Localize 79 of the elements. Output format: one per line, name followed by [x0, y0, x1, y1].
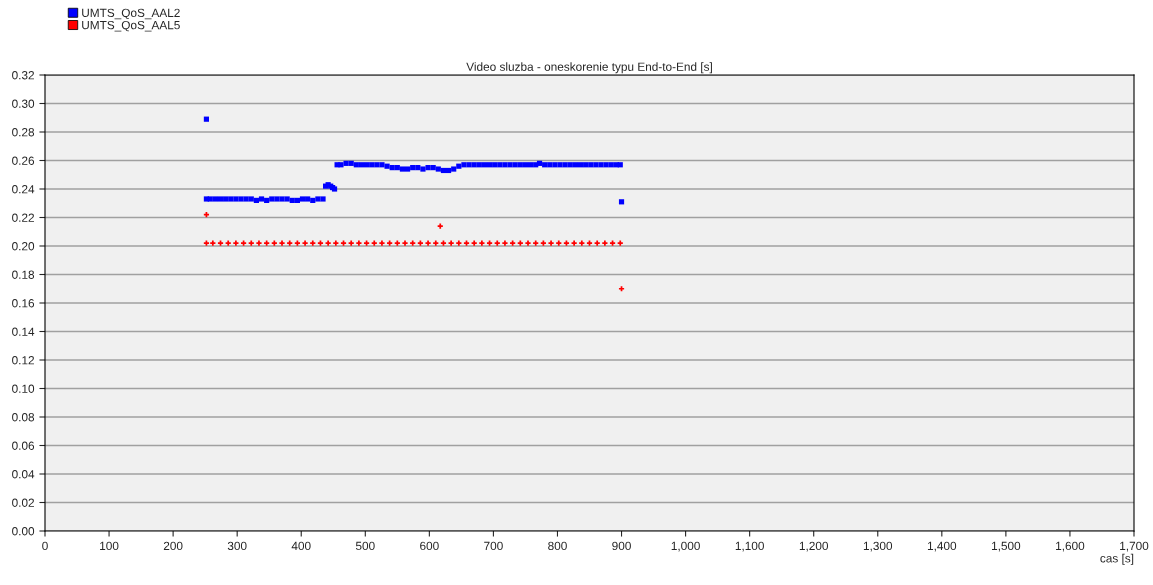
- point: [333, 240, 339, 246]
- x-tick-label: 200: [163, 541, 183, 551]
- x-tick-label: 1,200: [799, 541, 829, 552]
- point: [264, 240, 270, 246]
- point: [410, 240, 416, 246]
- x-tick-label: 1,000: [671, 541, 700, 552]
- y-tick-label: 0.16: [12, 299, 35, 308]
- x-tick-label: 1,700: [1120, 541, 1149, 552]
- y-tick-label: 0.26: [12, 156, 35, 165]
- point: [471, 240, 477, 246]
- point: [279, 240, 285, 246]
- x-tick-label: 1,600: [1056, 541, 1085, 552]
- y-tick-label: 0.28: [12, 128, 35, 137]
- point: [348, 240, 354, 246]
- point: [525, 240, 531, 246]
- point: [210, 240, 216, 246]
- x-tick-label: 800: [548, 541, 567, 551]
- y-tick-label: 0.02: [12, 498, 34, 507]
- x-tick-label: 1,300: [863, 541, 893, 552]
- point: [302, 240, 308, 246]
- x-tick-label: 400: [291, 541, 311, 551]
- x-tick-label: 1,500: [992, 541, 1021, 552]
- point: [494, 240, 500, 246]
- point: [287, 240, 293, 246]
- point: [325, 240, 331, 246]
- point: [502, 240, 508, 246]
- point: [602, 240, 608, 246]
- point: [533, 240, 539, 246]
- y-tick-label: 0.24: [12, 185, 35, 194]
- x-tick-label: 1,100: [735, 541, 764, 552]
- x-tick-label: 700: [484, 541, 503, 551]
- point: [394, 240, 400, 246]
- y-tick-label: 0.22: [12, 213, 34, 222]
- x-tick-label: 600: [420, 541, 439, 551]
- point: [248, 240, 254, 246]
- point: [617, 240, 623, 246]
- y-tick-label: 0.10: [12, 384, 35, 393]
- point: [556, 240, 562, 246]
- y-tick-label: 0.30: [12, 99, 35, 108]
- point: [371, 240, 377, 246]
- point: [437, 223, 443, 229]
- point: [402, 240, 408, 246]
- y-tick-label: 0.12: [12, 356, 34, 365]
- point: [479, 240, 485, 246]
- point: [571, 240, 577, 246]
- point: [233, 240, 239, 246]
- point: [456, 240, 462, 246]
- point: [548, 240, 554, 246]
- point: [256, 240, 262, 246]
- point: [448, 240, 454, 246]
- point: [579, 240, 585, 246]
- y-tick-label: 0.20: [12, 242, 35, 251]
- point: [594, 240, 600, 246]
- point: [379, 240, 385, 246]
- point: [356, 240, 362, 246]
- y-tick-label: 0.00: [12, 527, 35, 536]
- point: [425, 240, 431, 246]
- point: [517, 240, 523, 246]
- chart-title: Video sluzba - oneskorenie typu End-to-End [s]: [466, 62, 712, 74]
- legend-label: UMTS_QoS_AAL5: [82, 20, 180, 32]
- x-tick-label: 1,400: [927, 541, 957, 552]
- point: [310, 240, 316, 246]
- y-tick-label: 0.14: [12, 327, 35, 336]
- point: [225, 240, 231, 246]
- y-tick-label: 0.04: [12, 470, 35, 479]
- legend-label: UMTS_QoS_AAL2: [82, 8, 180, 20]
- x-tick-label: 0: [42, 541, 48, 551]
- x-axis-title: cas [s]: [1100, 553, 1134, 565]
- y-tick-label: 0.06: [12, 441, 35, 450]
- x-tick-label: 900: [612, 541, 631, 551]
- y-tick-label: 0.08: [12, 413, 35, 422]
- x-tick-label: 300: [227, 541, 247, 551]
- point: [433, 240, 439, 246]
- point: [271, 240, 277, 246]
- y-tick-label: 0.18: [12, 270, 35, 279]
- point: [387, 240, 393, 246]
- x-tick-label: 500: [355, 541, 375, 551]
- y-tick-label: 0.32: [12, 71, 34, 80]
- x-tick-label: 100: [100, 541, 119, 551]
